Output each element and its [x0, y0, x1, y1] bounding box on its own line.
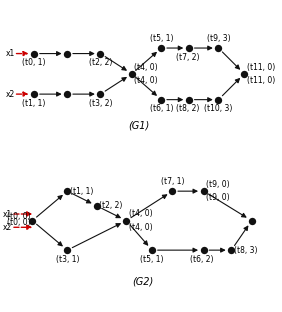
Text: (G2): (G2) — [132, 276, 153, 286]
Text: (t8, 2): (t8, 2) — [176, 105, 199, 114]
Point — [94, 203, 99, 208]
Text: (t4, 0): (t4, 0) — [135, 76, 158, 85]
Text: (t3, 2): (t3, 2) — [89, 99, 112, 108]
Point — [159, 97, 164, 102]
Text: (G1): (G1) — [129, 120, 150, 130]
Text: (t9, 0): (t9, 0) — [206, 180, 230, 189]
Point — [30, 218, 35, 223]
Point — [201, 248, 206, 253]
Text: (t4, 0): (t4, 0) — [129, 209, 153, 218]
Text: (t5, 1): (t5, 1) — [140, 255, 164, 264]
Text: x2: x2 — [3, 223, 12, 232]
Text: (t3, 1): (t3, 1) — [56, 255, 79, 264]
Point — [65, 92, 70, 97]
Text: (t7, 1): (t7, 1) — [161, 177, 184, 186]
Point — [249, 218, 254, 223]
Text: (t2, 2): (t2, 2) — [99, 202, 123, 210]
Point — [98, 92, 103, 97]
Text: x1: x1 — [3, 210, 12, 218]
Text: (t6, 2): (t6, 2) — [190, 255, 214, 264]
Text: (t0, 0): (t0, 0) — [7, 212, 30, 222]
Point — [187, 97, 191, 102]
Text: (t8, 3): (t8, 3) — [234, 246, 257, 255]
Point — [32, 51, 36, 56]
Text: (t5, 1): (t5, 1) — [149, 34, 173, 43]
Point — [65, 248, 70, 253]
Text: (t4, 0): (t4, 0) — [129, 223, 153, 232]
Point — [129, 71, 134, 76]
Point — [150, 248, 154, 253]
Text: (t2, 2): (t2, 2) — [89, 58, 112, 67]
Text: x2: x2 — [6, 90, 15, 99]
Text: (t1, 1): (t1, 1) — [70, 187, 93, 196]
Point — [229, 248, 233, 253]
Point — [65, 189, 70, 194]
Point — [32, 92, 36, 97]
Point — [216, 46, 221, 51]
Point — [98, 51, 103, 56]
Text: (t1, 1): (t1, 1) — [23, 99, 46, 108]
Text: (t11, 0): (t11, 0) — [247, 63, 275, 72]
Point — [201, 189, 206, 194]
Text: (t4, 0): (t4, 0) — [135, 63, 158, 72]
Point — [159, 46, 164, 51]
Point — [65, 51, 70, 56]
Text: (t7, 2): (t7, 2) — [176, 53, 199, 62]
Text: (t10, 3): (t10, 3) — [204, 105, 233, 114]
Point — [170, 189, 175, 194]
Text: (t9, 0): (t9, 0) — [206, 193, 230, 202]
Text: (t11, 0): (t11, 0) — [247, 76, 275, 85]
Point — [187, 46, 191, 51]
Text: x1: x1 — [6, 49, 15, 58]
Point — [216, 97, 221, 102]
Text: (t6, 1): (t6, 1) — [149, 105, 173, 114]
Point — [124, 218, 129, 223]
Text: (t0, 0): (t0, 0) — [7, 218, 30, 227]
Text: (t9, 3): (t9, 3) — [207, 34, 230, 43]
Point — [242, 71, 246, 76]
Text: (t0, 1): (t0, 1) — [22, 58, 46, 67]
